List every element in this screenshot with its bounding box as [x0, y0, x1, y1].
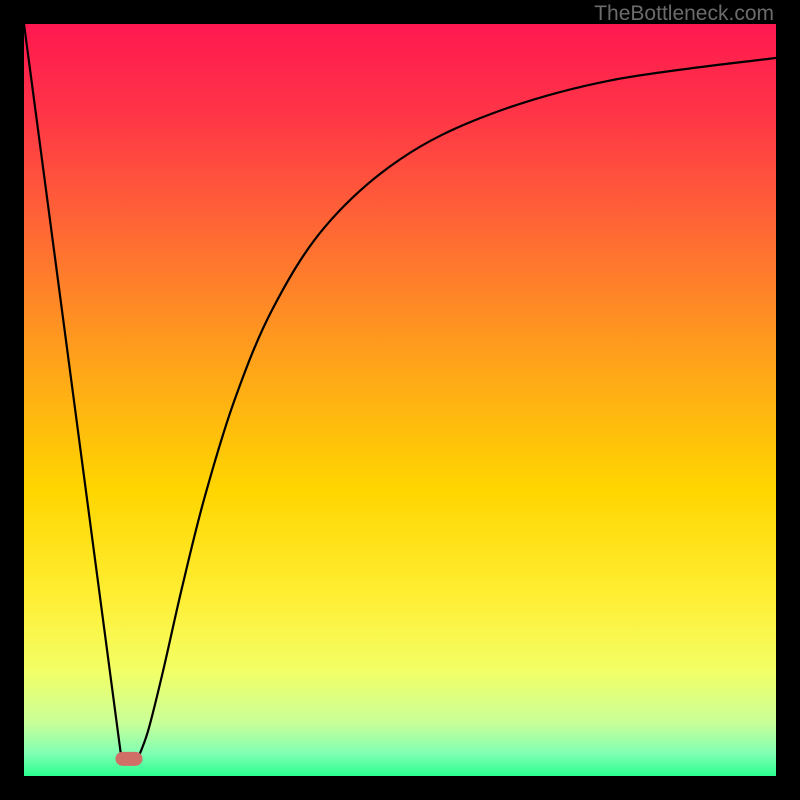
chart-frame: TheBottleneck.com — [0, 0, 800, 800]
bottleneck-curve — [24, 24, 776, 761]
plot-area — [24, 24, 776, 776]
watermark-text: TheBottleneck.com — [594, 2, 774, 26]
minimum-marker — [116, 752, 143, 766]
curve-layer — [24, 24, 776, 776]
